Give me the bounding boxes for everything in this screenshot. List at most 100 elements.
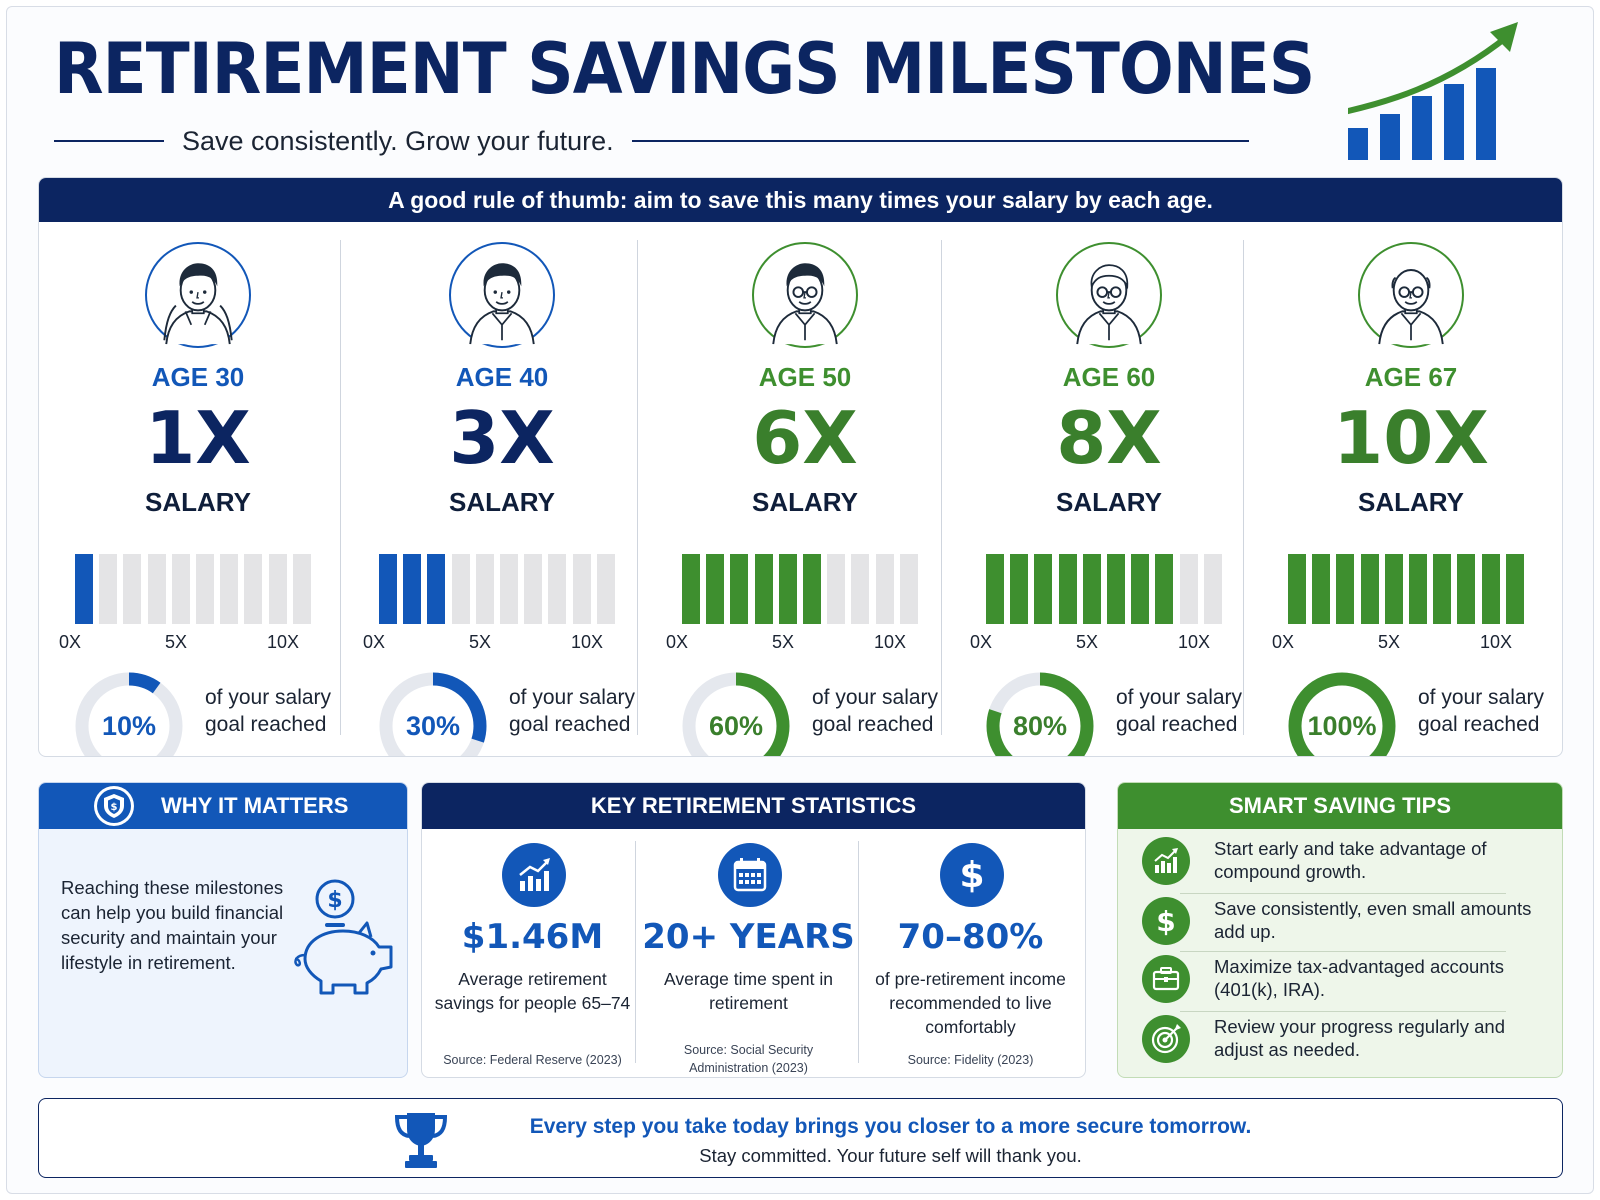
tip-text: Start early and take advantage of compou… [1214,838,1487,882]
page-subtitle: Save consistently. Grow your future. [182,125,614,156]
scale-label: 5X [469,632,492,652]
segment-filled [1131,554,1150,624]
salary-multiple: 3X [449,396,555,480]
man-glasses-icon [752,242,858,348]
stat-value: 70–80% [897,917,1044,957]
segment-empty [268,554,287,624]
segment-filled [1058,554,1077,624]
segment-empty [1203,554,1222,624]
senior-man-glasses-icon [1358,242,1464,348]
dollar-icon: $ [940,843,1004,907]
progress-segments [682,554,922,624]
growth-chart-icon [1142,837,1190,885]
segment-filled [1288,554,1306,624]
stat-description: of pre-retirement income recommended to … [875,969,1066,1037]
segment-filled [1457,554,1476,624]
age-label: AGE 30 [151,362,245,392]
segment-empty [500,554,518,624]
dollar-icon: $ [1142,897,1190,945]
milestone-grid: AGE 30 1X SALARY 0X 5X 10X 10% of your salary g… [39,222,1562,756]
stat-average-savings: $1.46M Average retirement savings for pe… [422,829,643,1077]
segment-empty [899,554,918,624]
salary-label: SALARY [1358,487,1464,517]
segment-empty [524,554,543,624]
footer-subline: Stay committed. Your future self will th… [699,1145,1082,1166]
segment-filled [1336,554,1355,624]
salary-label: SALARY [752,487,858,517]
segment-filled [803,554,821,624]
subtitle-row: Save consistently. Grow your future. [54,124,1249,158]
segment-filled [1360,554,1379,624]
briefcase-icon [1142,955,1190,1003]
progress-ring [377,670,489,756]
segment-filled [1107,554,1125,624]
key-statistics-header: KEY RETIREMENT STATISTICS [422,783,1085,829]
segment-filled [1082,554,1101,624]
svg-text:$: $ [111,802,118,813]
why-it-matters-title: WHY IT MATTERS [161,793,349,818]
ring-caption: of your salary goal reached [812,686,939,736]
scale-label: 0X [666,632,689,652]
stat-source: Source: Federal Reserve (2023) [443,1053,622,1067]
scale-label: 5X [1076,632,1099,652]
segment-filled [730,554,749,624]
tip-text: Review your progress regularly and adjus… [1214,1016,1505,1060]
salary-multiple: 1X [145,396,251,480]
segment-empty [147,554,166,624]
percent-value: 10% [101,710,157,741]
segment-filled [986,554,1004,624]
smart-saving-tips-panel: SMART SAVING TIPS Start early and take a… [1117,782,1563,1078]
segment-empty [292,554,311,624]
progress-ring [984,670,1096,756]
trophy-icon [394,1113,448,1168]
tip-text: Save consistently, even small amounts ad… [1214,898,1532,942]
svg-text:$: $ [959,855,984,896]
stat-time-in-retirement: 20+ YEARS Average time spent in retireme… [638,829,859,1077]
ring-caption: of your salary goal reached [509,686,636,736]
segment-filled [706,554,725,624]
segment-empty [451,554,470,624]
milestone-age-67: AGE 67 10X SALARY 0X 5X 10X 100% of your salary… [1266,222,1562,756]
segment-filled [1409,554,1427,624]
stat-divider [858,841,859,1063]
tip-item: Review your progress regularly and adjus… [1142,1013,1530,1071]
segment-filled [75,554,93,624]
man-collared-shirt-icon [449,242,555,348]
ring-caption: of your salary goal reached [1418,686,1545,736]
stat-value: 20+ YEARS [642,917,855,957]
growth-chart-icon [502,843,566,907]
segment-empty [548,554,567,624]
why-it-matters-text: Reaching these milestones can help you b… [61,877,284,973]
scale-label: 0X [59,632,82,652]
milestones-panel: A good rule of thumb: aim to save this m… [38,177,1563,757]
target-icon [1142,1015,1190,1063]
age-label: AGE 40 [455,362,549,392]
progress-segments [1288,554,1528,624]
stat-description: Average time spent in retirement [664,969,833,1013]
segment-filled [1010,554,1029,624]
svg-text:$: $ [1156,905,1175,938]
subtitle-rule-left [54,140,164,142]
segment-empty [827,554,846,624]
scale-label: 10X [1178,632,1211,652]
progress-ring [73,670,185,756]
older-man-glasses-icon [1056,242,1162,348]
percent-value: 30% [405,710,461,741]
segment-filled [1155,554,1174,624]
stat-divider [635,841,636,1063]
scale-label: 5X [165,632,188,652]
subtitle-rule-right [631,140,1249,142]
young-man-hoodie-icon [145,242,251,348]
segment-filled [403,554,422,624]
scale-label: 0X [970,632,993,652]
tip-divider [1180,951,1506,952]
tip-item: $ Save consistently, even small amounts … [1142,895,1531,953]
tip-item: Start early and take advantage of compou… [1142,835,1530,893]
salary-label: SALARY [145,487,251,517]
segment-filled [1384,554,1403,624]
scale-label: 10X [571,632,604,652]
percent-value: 100% [1307,710,1377,741]
scale-label: 5X [1378,632,1401,652]
segment-filled [1034,554,1053,624]
milestones-banner: A good rule of thumb: aim to save this m… [39,178,1562,222]
